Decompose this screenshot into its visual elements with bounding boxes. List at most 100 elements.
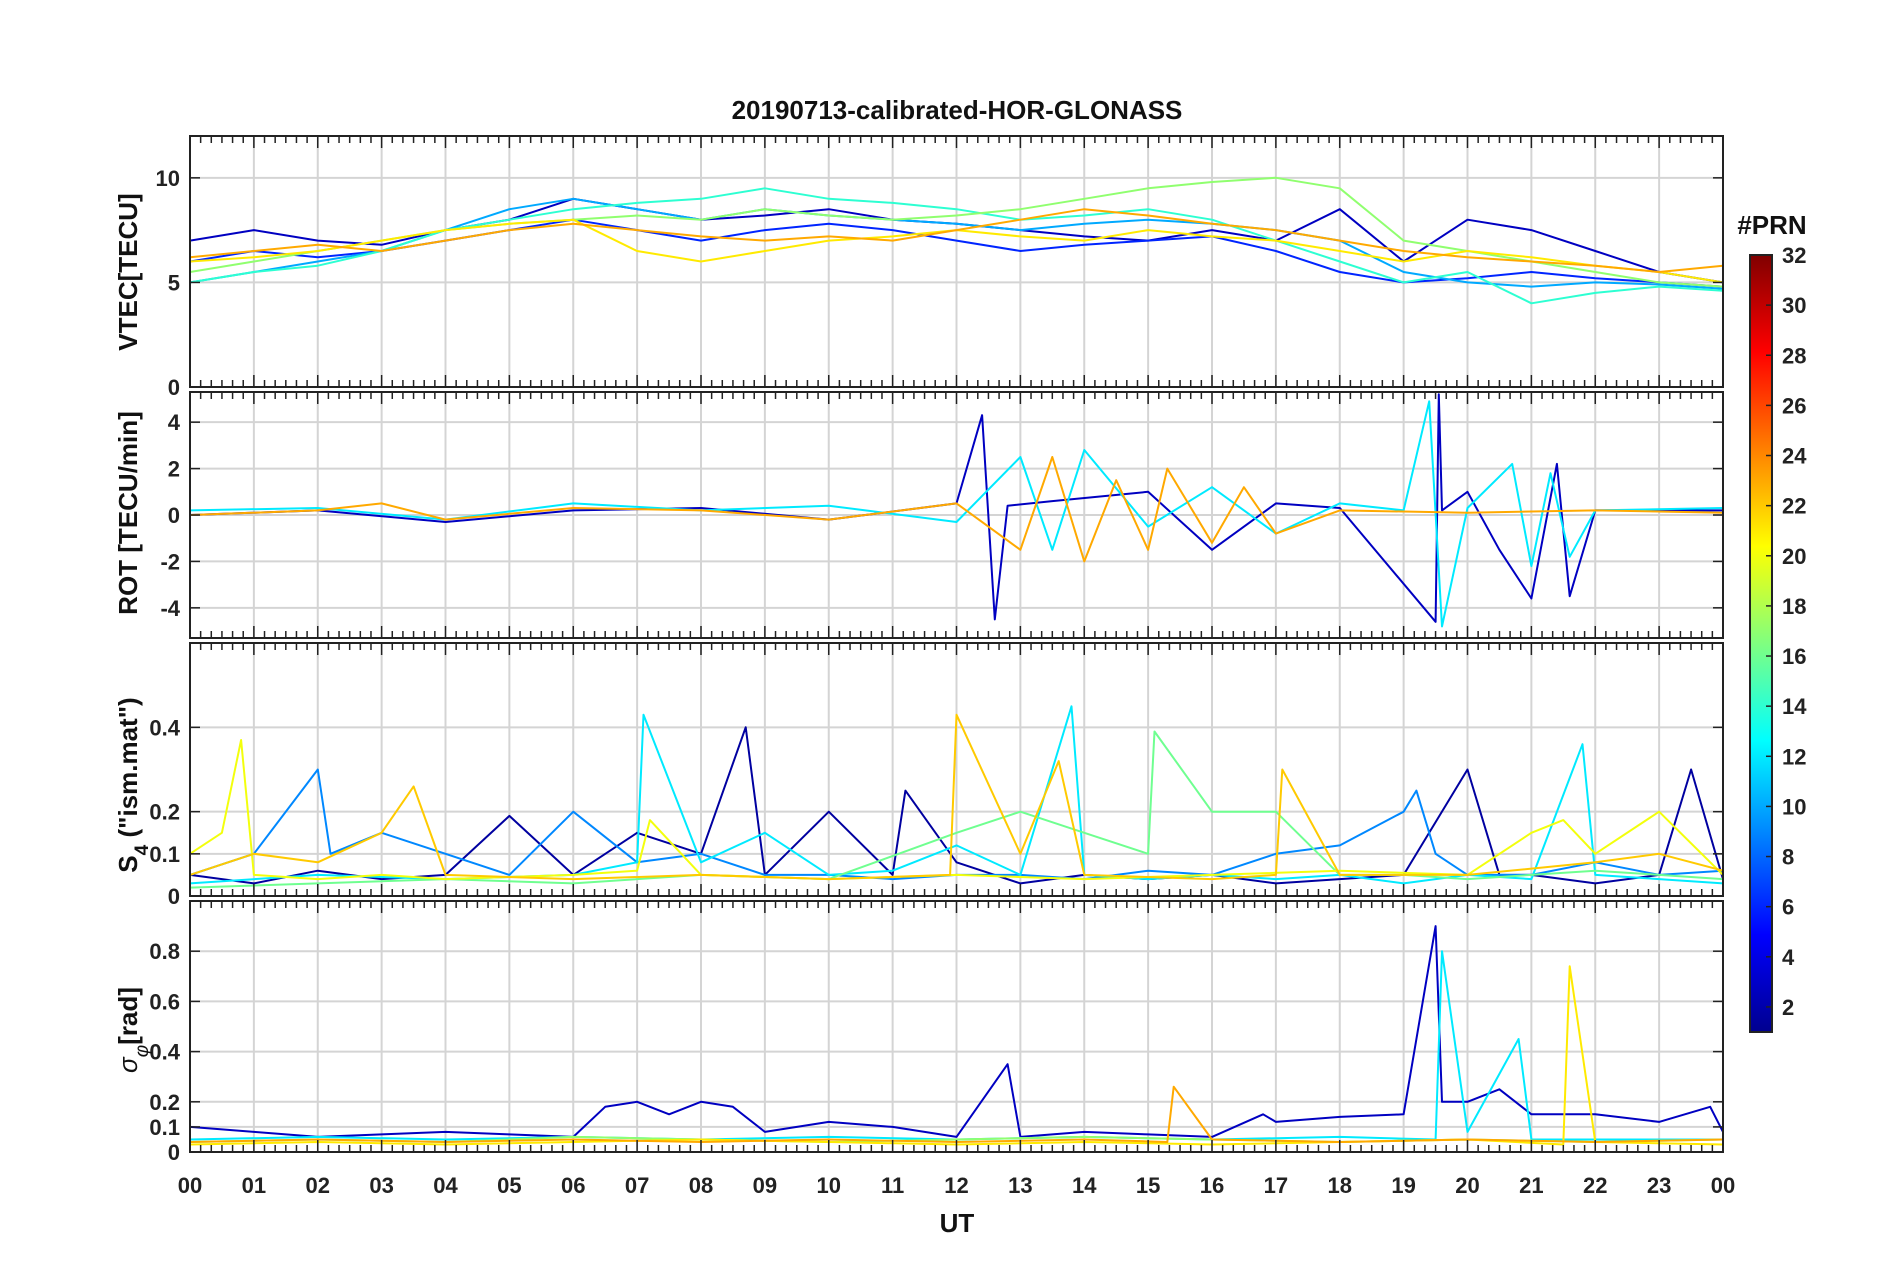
x-tick-label: 22: [1583, 1173, 1607, 1198]
s4-ylabel-sub: 4: [132, 844, 153, 855]
rot-ytick-label: 2: [168, 457, 180, 482]
rot-ytick-labels: -4 -2 0 2 4: [160, 410, 180, 621]
s4-series-prn-16: [190, 730, 1723, 889]
x-tick-label: 13: [1008, 1173, 1032, 1198]
x-tick-label: 05: [497, 1173, 521, 1198]
s4-ylabel: S4 ("ism.mat"): [113, 697, 153, 872]
panel-sigma-phi: 00.10.2 0.4 0.6 0.8 σφ[rad]: [113, 900, 1724, 1165]
s4-ytick-label: 0.2: [149, 800, 180, 825]
colorbar-label: #PRN: [1737, 210, 1806, 240]
vtec-series: [190, 176, 1723, 305]
x-tick-label: 00: [178, 1173, 202, 1198]
colorbar-tick-label: 16: [1782, 644, 1806, 669]
x-tick-labels: 00 01 02 03 04 05 06 07 08 09 10 11 12 13 14 15 16 17 18 19…: [178, 1173, 1735, 1198]
vtec-ytick-label: 5: [168, 270, 180, 295]
s4-series-prn-9: [190, 768, 1723, 881]
sigma-ytick-label: 0.8: [149, 939, 180, 964]
colorbar-tick-label: 32: [1782, 243, 1806, 268]
rot-series-prn-23: [190, 456, 1723, 563]
panel-rot: -4 -2 0 2 4 ROT [TECU/min]: [113, 391, 1724, 639]
rot-ytick-label: -2: [160, 549, 180, 574]
s4-ylabel-tail: ("ism.mat"): [113, 697, 143, 844]
colorbar-tick-label: 26: [1782, 393, 1806, 418]
s4-ylabel-main: S: [113, 855, 143, 872]
sigma-ytick-label: 0: [168, 1140, 180, 1165]
x-tick-label: 09: [753, 1173, 777, 1198]
x-tick-label: 19: [1391, 1173, 1415, 1198]
x-tick-label: 16: [1200, 1173, 1224, 1198]
x-tick-label: 03: [369, 1173, 393, 1198]
s4-series-prn-12: [190, 705, 1723, 885]
x-tick-label: 17: [1264, 1173, 1288, 1198]
vtec-ytick-label: 0: [168, 375, 180, 400]
sigma-series-prn-3: [190, 925, 1723, 1138]
sigma-ylabel-sub: φ: [132, 1045, 153, 1057]
vtec-ticks: [189, 136, 1724, 388]
s4-ytick-labels: 0 0.1 0.2 0.4: [149, 715, 180, 909]
s4-ytick-label: 0.1: [149, 842, 180, 867]
vtec-ylabel: VTEC[TECU]: [113, 193, 143, 350]
sigma-ylabel-main: σ: [113, 1056, 143, 1073]
sigma-ytick-labels: 00.10.2 0.4 0.6 0.8: [149, 939, 180, 1165]
x-tick-label: 04: [433, 1173, 458, 1198]
x-tick-label: 11: [881, 1173, 904, 1198]
s4-ytick-label: 0: [168, 884, 180, 909]
colorbar-tick-label: 12: [1782, 744, 1806, 769]
x-axis-label: UT: [940, 1208, 975, 1238]
x-tick-label: 01: [242, 1173, 266, 1198]
rot-ytick-label: 4: [168, 410, 181, 435]
colorbar-tick-label: 14: [1782, 694, 1807, 719]
colorbar-tick-label: 18: [1782, 594, 1806, 619]
colorbar-tick-label: 4: [1782, 945, 1795, 970]
colorbar-tick-label: 24: [1782, 444, 1807, 469]
vtec-ytick-labels: 0 5 10: [156, 166, 180, 400]
x-tick-label: 23: [1647, 1173, 1671, 1198]
x-tick-label: 00: [1711, 1173, 1735, 1198]
rot-ytick-label: 0: [168, 503, 180, 528]
colorbar-tick-label: 10: [1782, 794, 1806, 819]
colorbar-tick-label: 20: [1782, 544, 1806, 569]
x-tick-label: 20: [1455, 1173, 1479, 1198]
rot-ytick-label: -4: [160, 596, 180, 621]
colorbar-tick-label: 8: [1782, 845, 1794, 870]
panel-s4: 0 0.1 0.2 0.4 S4 ("ism.mat"): [113, 642, 1724, 909]
sigma-ylabel: σφ[rad]: [113, 987, 153, 1073]
s4-ticks: [189, 643, 1724, 897]
x-tick-label: 12: [944, 1173, 968, 1198]
rot-ticks: [189, 392, 1724, 638]
x-tick-label: 10: [817, 1173, 841, 1198]
sigma-series-prn-23: [190, 1085, 1723, 1143]
chart-title: 20190713-calibrated-HOR-GLONASS: [732, 95, 1183, 125]
sigma-ytick-label: 0.1: [149, 1115, 180, 1140]
panel-vtec: 0 5 10 VTEC[TECU]: [113, 135, 1724, 400]
x-tick-label: 15: [1136, 1173, 1160, 1198]
s4-series: [190, 705, 1723, 889]
sigma-ytick-label: 0.2: [149, 1090, 180, 1115]
x-tick-label: 14: [1072, 1173, 1097, 1198]
colorbar-tick-label: 22: [1782, 494, 1806, 519]
x-tick-label: 07: [625, 1173, 649, 1198]
x-tick-label: 21: [1519, 1173, 1543, 1198]
sigma-ytick-label: 0.4: [149, 1040, 180, 1065]
colorbar-gradient: [1749, 254, 1773, 1033]
x-tick-label: 18: [1328, 1173, 1352, 1198]
s4-ytick-label: 0.4: [149, 715, 180, 740]
x-tick-label: 06: [561, 1173, 585, 1198]
colorbar-tick-label: 6: [1782, 895, 1794, 920]
vtec-series-prn-23: [190, 208, 1723, 273]
sigma-ytick-label: 0.6: [149, 989, 180, 1014]
rot-ylabel: ROT [TECU/min]: [113, 411, 143, 615]
colorbar-tick-label: 30: [1782, 293, 1806, 318]
colorbar-tick-label: 28: [1782, 343, 1806, 368]
sigma-ticks: [189, 901, 1724, 1153]
sigma-ylabel-tail: [rad]: [113, 987, 143, 1045]
colorbar-tick-label: 2: [1782, 995, 1794, 1020]
vtec-ytick-label: 10: [156, 166, 180, 191]
x-tick-label: 08: [689, 1173, 713, 1198]
rot-series-prn-3: [190, 393, 1723, 623]
rot-series: [190, 393, 1723, 628]
s4-series-prn-22: [190, 713, 1723, 881]
